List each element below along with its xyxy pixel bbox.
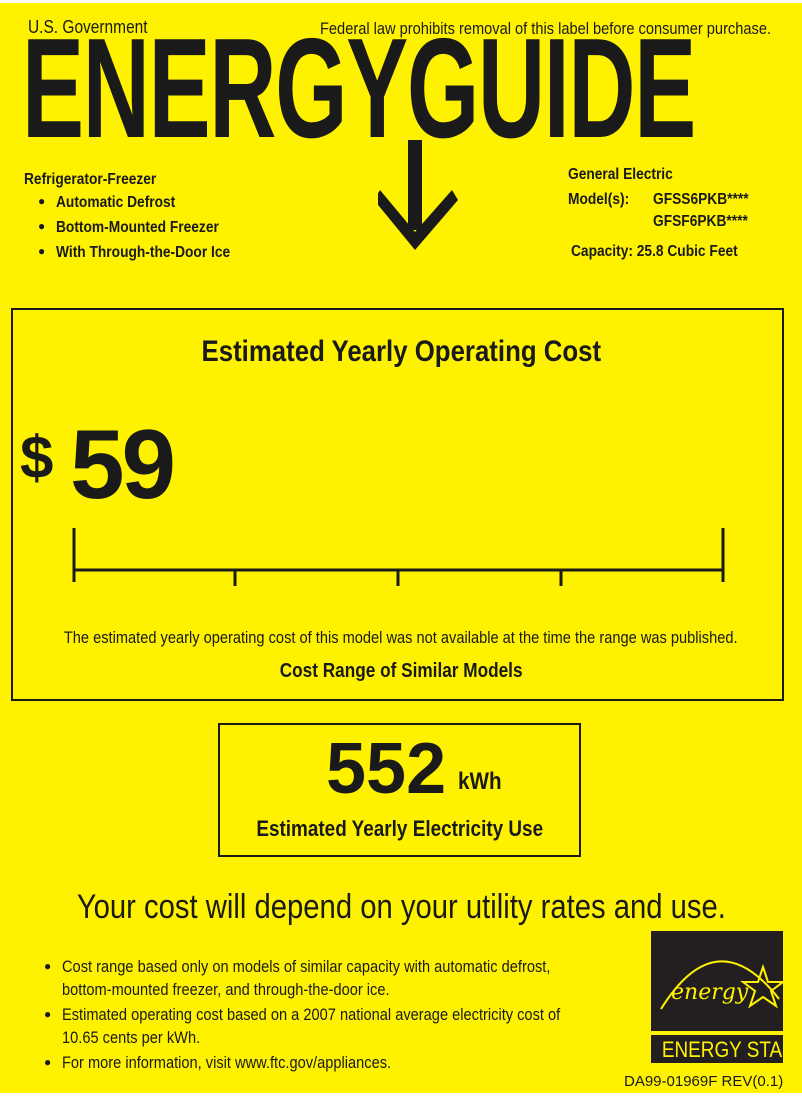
product-type: Refrigerator-Freezer [24, 171, 157, 188]
cost-range-scale [72, 528, 725, 586]
cost-headline: Your cost will depend on your utility ra… [76, 888, 726, 926]
kwh-unit: kWh [458, 768, 502, 795]
cost-box [11, 308, 784, 701]
footer-bullet-cont: bottom-mounted freezer, and through-the-… [62, 980, 390, 999]
footer-bullet: For more information, visit www.ftc.gov/… [44, 1053, 445, 1073]
cost-value: 59 [70, 409, 176, 519]
electricity-label: Estimated Yearly Electricity Use [256, 816, 543, 841]
capacity: Capacity: 25.8 Cubic Feet [571, 243, 738, 260]
down-arrow-icon [378, 140, 458, 250]
label-code: DA99-01969F REV(0.1) [624, 1073, 784, 1090]
footer-bullet-cont: 10.65 cents per kWh. [62, 1028, 201, 1047]
energy-star-logo: energy ENERGY STAR [651, 929, 796, 1063]
energyguide-label [0, 3, 802, 1093]
feature-item: With Through-the-Door Ice [38, 244, 259, 262]
model-number: GFSS6PKB**** [653, 191, 749, 208]
footer-bullet: Cost range based only on models of simil… [44, 957, 630, 977]
feature-item: Automatic Defrost [38, 194, 195, 212]
cost-heading: Estimated Yearly Operating Cost [201, 335, 601, 368]
government-text: U.S. Government [28, 17, 148, 37]
cost-currency: $ [20, 424, 54, 491]
model-number: GFSF6PKB**** [653, 213, 748, 230]
electricity-box [218, 723, 581, 857]
models-label: Model(s): [568, 191, 630, 208]
cost-note: The estimated yearly operating cost of t… [64, 628, 738, 647]
svg-text:energy: energy [671, 980, 749, 1005]
feature-item: Bottom-Mounted Freezer [38, 219, 245, 237]
cost-range-label: Cost Range of Similar Models [279, 660, 523, 682]
footer-bullet: Estimated operating cost based on a 2007… [44, 1005, 641, 1025]
kwh-value: 552 [326, 729, 447, 809]
manufacturer-name: General Electric [568, 166, 673, 183]
energyguide-title: ENERGYGUIDE [22, 9, 696, 168]
energy-star-icon: energy [651, 931, 783, 1063]
energy-star-label: ENERGY STAR [661, 1037, 796, 1062]
removal-notice: Federal law prohibits removal of this la… [320, 19, 772, 38]
